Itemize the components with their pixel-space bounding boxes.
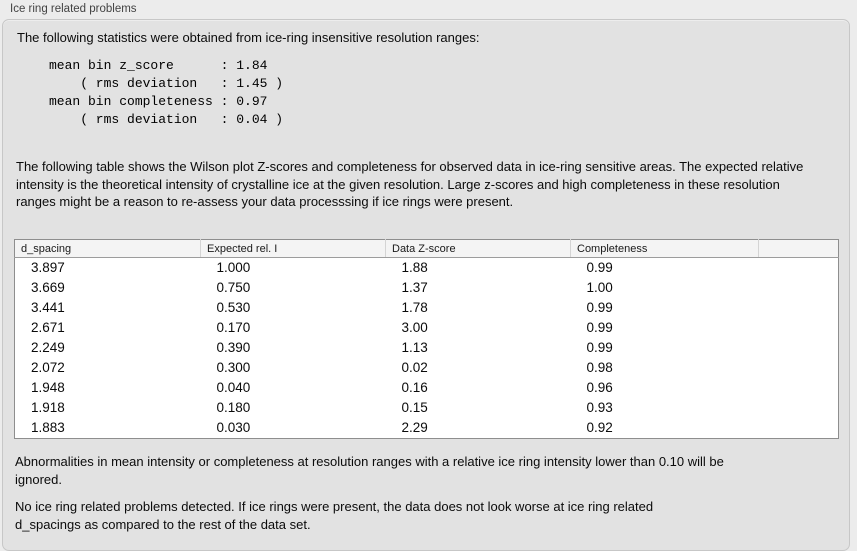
table-row[interactable]: 3.669 0.750 1.37 1.00 xyxy=(15,278,839,298)
table-cell: 1.13 xyxy=(401,340,428,355)
ignore-note: Abnormalities in mean intensity or compl… xyxy=(15,454,724,487)
table-cell xyxy=(759,298,839,318)
table-cell: 0.15 xyxy=(401,400,428,415)
table-body: 3.897 1.000 1.88 0.99 3.669 0.750 1.37 1.00 3.44… xyxy=(15,258,839,439)
column-header[interactable]: d_spacing xyxy=(14,239,201,258)
table-cell: 3.441 xyxy=(31,300,65,315)
table-cell: 1.948 xyxy=(31,380,65,395)
table-cell: 2.671 xyxy=(31,320,65,335)
ice-ring-table: d_spacing Expected rel. I Data Z-score Comp… xyxy=(14,239,839,439)
table-cell: 0.99 xyxy=(586,300,613,315)
table-cell: 0.96 xyxy=(586,380,613,395)
table-row[interactable]: 2.072 0.300 0.02 0.98 xyxy=(15,358,839,378)
table-cell: 0.93 xyxy=(586,400,613,415)
table-cell: 0.300 xyxy=(216,360,251,375)
table-cell: 0.170 xyxy=(216,320,251,335)
group-box: The following statistics were obtained f… xyxy=(2,19,850,551)
table-cell: 0.02 xyxy=(401,360,428,375)
table-cell: 1.883 xyxy=(31,420,65,435)
table-row[interactable]: 1.918 0.180 0.15 0.93 xyxy=(15,398,839,418)
table-cell: 0.180 xyxy=(216,400,251,415)
table-cell: 0.750 xyxy=(216,280,251,295)
column-header[interactable]: Completeness xyxy=(570,239,759,258)
table-cell: 1.88 xyxy=(401,260,428,275)
column-header[interactable] xyxy=(758,239,839,258)
table-cell xyxy=(759,318,839,338)
table-cell xyxy=(759,258,839,279)
table-cell: 3.669 xyxy=(31,280,65,295)
table-row[interactable]: 1.948 0.040 0.16 0.96 xyxy=(15,378,839,398)
table-cell: 0.99 xyxy=(586,340,613,355)
table-row[interactable]: 3.441 0.530 1.78 0.99 xyxy=(15,298,839,318)
table-row[interactable]: 2.249 0.390 1.13 0.99 xyxy=(15,338,839,358)
column-header[interactable]: Data Z-score xyxy=(385,239,571,258)
table-cell: 1.37 xyxy=(401,280,428,295)
table-cell xyxy=(759,278,839,298)
table-cell: 0.030 xyxy=(216,420,251,435)
panel-title: Ice ring related problems xyxy=(10,3,137,15)
table-cell xyxy=(759,358,839,378)
table-cell xyxy=(759,398,839,418)
ice-ring-panel: { "panel": { "title": "Ice ring related … xyxy=(2,3,850,551)
table-cell: 1.000 xyxy=(216,260,251,275)
table-cell: 3.00 xyxy=(401,320,428,335)
table-cell xyxy=(759,418,839,439)
intro-text: The following statistics were obtained f… xyxy=(17,30,480,45)
table-cell: 0.390 xyxy=(216,340,251,355)
column-header[interactable]: Expected rel. I xyxy=(200,239,386,258)
stats-block: mean bin z_score : 1.84 ( rms deviation … xyxy=(49,58,284,127)
table-cell xyxy=(759,338,839,358)
table-cell xyxy=(759,378,839,398)
table-row[interactable]: 3.897 1.000 1.88 0.99 xyxy=(15,258,839,279)
table-header-row: d_spacing Expected rel. I Data Z-score Comp… xyxy=(14,239,839,258)
conclusion-text: No ice ring related problems detected. I… xyxy=(15,499,654,532)
table-cell: 0.99 xyxy=(586,260,613,275)
table-cell: 0.16 xyxy=(401,380,428,395)
table-cell: 0.98 xyxy=(586,360,613,375)
table-description: The following table shows the Wilson plo… xyxy=(16,159,804,209)
table-row[interactable]: 1.883 0.030 2.29 0.92 xyxy=(15,418,839,439)
table-cell: 3.897 xyxy=(31,260,65,275)
table-cell: 2.29 xyxy=(401,420,428,435)
table-row[interactable]: 2.671 0.170 3.00 0.99 xyxy=(15,318,839,338)
table-cell: 1.00 xyxy=(586,280,613,295)
table-cell: 0.040 xyxy=(216,380,251,395)
table-cell: 2.249 xyxy=(31,340,65,355)
table-cell: 1.78 xyxy=(401,300,428,315)
table-cell: 0.530 xyxy=(216,300,251,315)
table-cell: 1.918 xyxy=(31,400,65,415)
table-cell: 0.99 xyxy=(586,320,613,335)
table-cell: 0.92 xyxy=(586,420,613,435)
table-cell: 2.072 xyxy=(31,360,65,375)
ice-ring-table-grid[interactable]: d_spacing Expected rel. I Data Z-score Comp… xyxy=(14,239,839,439)
